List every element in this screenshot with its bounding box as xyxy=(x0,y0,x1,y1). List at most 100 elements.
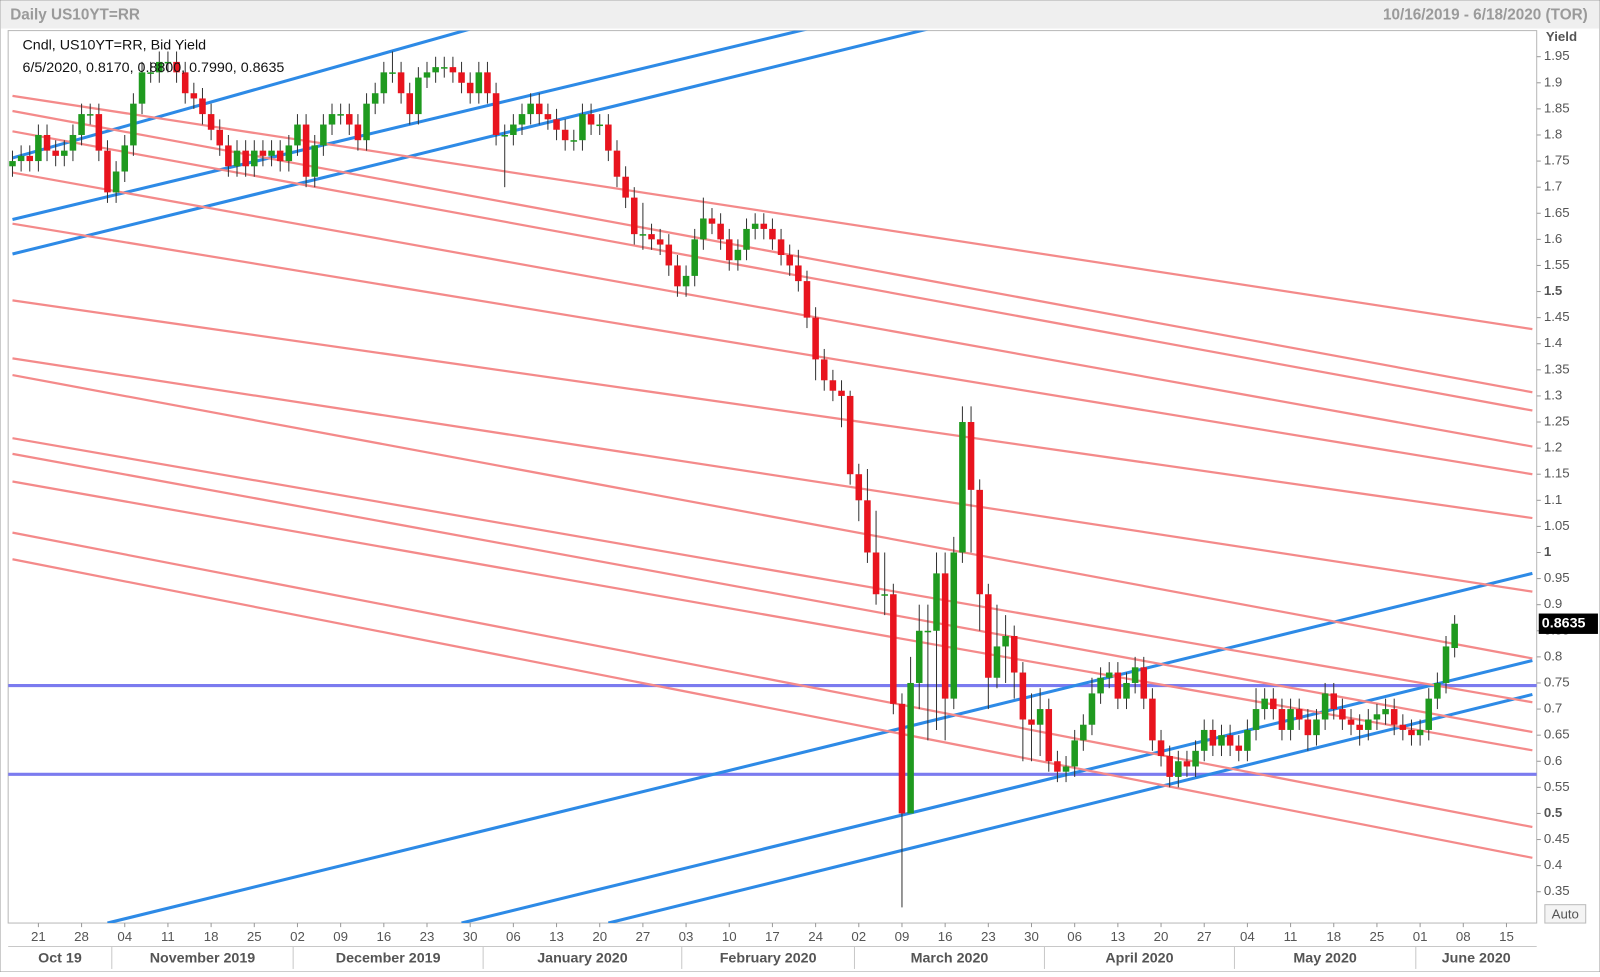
candle-body xyxy=(777,239,785,256)
candle-body xyxy=(1399,724,1407,730)
candle-body xyxy=(596,124,603,127)
candle-body xyxy=(95,114,103,151)
y-tick-label: 1.65 xyxy=(1544,205,1570,220)
candle-body xyxy=(69,134,77,151)
x-tick-label: 06 xyxy=(1067,929,1082,944)
x-tick-label: 13 xyxy=(1110,929,1125,944)
y-tick-label: 0.45 xyxy=(1544,831,1570,846)
candle-body xyxy=(1123,682,1130,699)
candle-body xyxy=(346,114,353,125)
candle-body xyxy=(1313,719,1320,736)
x-tick-label: 27 xyxy=(636,929,651,944)
candle-body xyxy=(769,228,776,240)
candle-body xyxy=(86,114,94,116)
y-tick-label: 1.6 xyxy=(1544,231,1562,246)
candle-body xyxy=(190,93,198,99)
candle-body xyxy=(890,594,897,704)
trend-line xyxy=(12,109,1533,394)
trend-line xyxy=(12,94,1533,331)
candle-body xyxy=(130,103,137,146)
candle-body xyxy=(1175,761,1182,777)
candle-body xyxy=(1416,729,1424,736)
candle-body xyxy=(561,129,569,141)
candle-body xyxy=(1339,709,1346,720)
candle-body xyxy=(285,145,293,162)
x-tick-label: 10 xyxy=(722,929,737,944)
auto-button[interactable] xyxy=(1544,904,1587,924)
y-tick-label: 1.9 xyxy=(1544,74,1562,89)
candle-body xyxy=(950,552,958,699)
candle-body xyxy=(380,72,388,94)
month-label: March 2020 xyxy=(911,951,989,967)
x-tick-label: 23 xyxy=(420,929,435,944)
y-tick-label: 0.75 xyxy=(1544,674,1570,689)
candle-body xyxy=(846,395,854,475)
x-tick-label: 18 xyxy=(204,929,219,944)
candle-body xyxy=(1270,698,1277,710)
trend-line xyxy=(12,30,471,160)
candle-body xyxy=(803,281,811,318)
candle-body xyxy=(501,134,508,137)
candle-body xyxy=(294,124,301,146)
candle-body xyxy=(1149,698,1156,741)
x-tick-label: 17 xyxy=(765,929,780,944)
candle-body xyxy=(1054,761,1061,772)
y-tick-label: 1.35 xyxy=(1544,361,1570,376)
candle-body xyxy=(121,145,129,172)
y-tick-label: 1.45 xyxy=(1544,309,1570,324)
trend-line xyxy=(461,659,1533,924)
trend-line xyxy=(12,480,1533,752)
y-tick-label: 1.25 xyxy=(1544,414,1570,429)
candle-body xyxy=(527,103,534,115)
y-tick-label: 0.35 xyxy=(1544,883,1570,898)
y-tick-label: 1.95 xyxy=(1544,48,1570,63)
candle-body xyxy=(1278,709,1286,730)
candle-body xyxy=(242,150,249,167)
drawings xyxy=(8,30,1537,924)
candle-body xyxy=(1010,635,1018,673)
candle-body xyxy=(259,150,267,156)
candle-body xyxy=(795,265,802,282)
candle-body xyxy=(1425,698,1433,730)
candle-body xyxy=(872,552,880,595)
candle-body xyxy=(959,422,966,553)
candle-body xyxy=(9,161,16,167)
candle-body xyxy=(993,646,1001,678)
x-tick-label: 20 xyxy=(592,929,607,944)
x-tick-label: 15 xyxy=(1499,929,1514,944)
legend-series: Cndl, US10YT=RR, Bid Yield xyxy=(22,38,206,54)
candle-body xyxy=(855,474,863,501)
candle-body xyxy=(311,145,319,177)
candle-body xyxy=(1131,667,1139,683)
candle-body xyxy=(43,134,51,151)
x-tick-label: 02 xyxy=(851,929,866,944)
x-tick-label: 16 xyxy=(938,929,953,944)
candle-body xyxy=(1183,761,1191,767)
candle-body xyxy=(579,114,586,141)
candle-body xyxy=(1365,719,1372,730)
candle-body xyxy=(1244,729,1251,751)
y-tick-label: 0.95 xyxy=(1544,570,1570,585)
candle-body xyxy=(199,98,206,115)
y-tick-label: 1.75 xyxy=(1544,153,1570,168)
candle-body xyxy=(432,67,439,73)
candle-body xyxy=(164,61,172,64)
candle-body xyxy=(734,249,742,261)
x-tick-label: 04 xyxy=(117,929,132,944)
candle-body xyxy=(1019,672,1027,720)
candle-body xyxy=(181,72,189,94)
candle-body xyxy=(725,239,733,261)
candle-body xyxy=(864,500,871,553)
y-tick-label: 1.15 xyxy=(1544,466,1570,481)
x-tick-label: 23 xyxy=(981,929,996,944)
trend-line xyxy=(12,531,1533,829)
legend-values: 6/5/2020, 0.8170, 0.8800, 0.7990, 0.8635 xyxy=(22,60,284,76)
candle-body xyxy=(26,155,34,162)
trend-line xyxy=(12,558,1533,859)
candle-body xyxy=(466,82,474,94)
candle-body xyxy=(1382,709,1389,715)
candle-body xyxy=(1140,667,1148,699)
auto-button-label[interactable]: Auto xyxy=(1552,906,1579,921)
candle-body xyxy=(276,150,284,162)
y-tick-label: 1.8 xyxy=(1544,126,1562,141)
